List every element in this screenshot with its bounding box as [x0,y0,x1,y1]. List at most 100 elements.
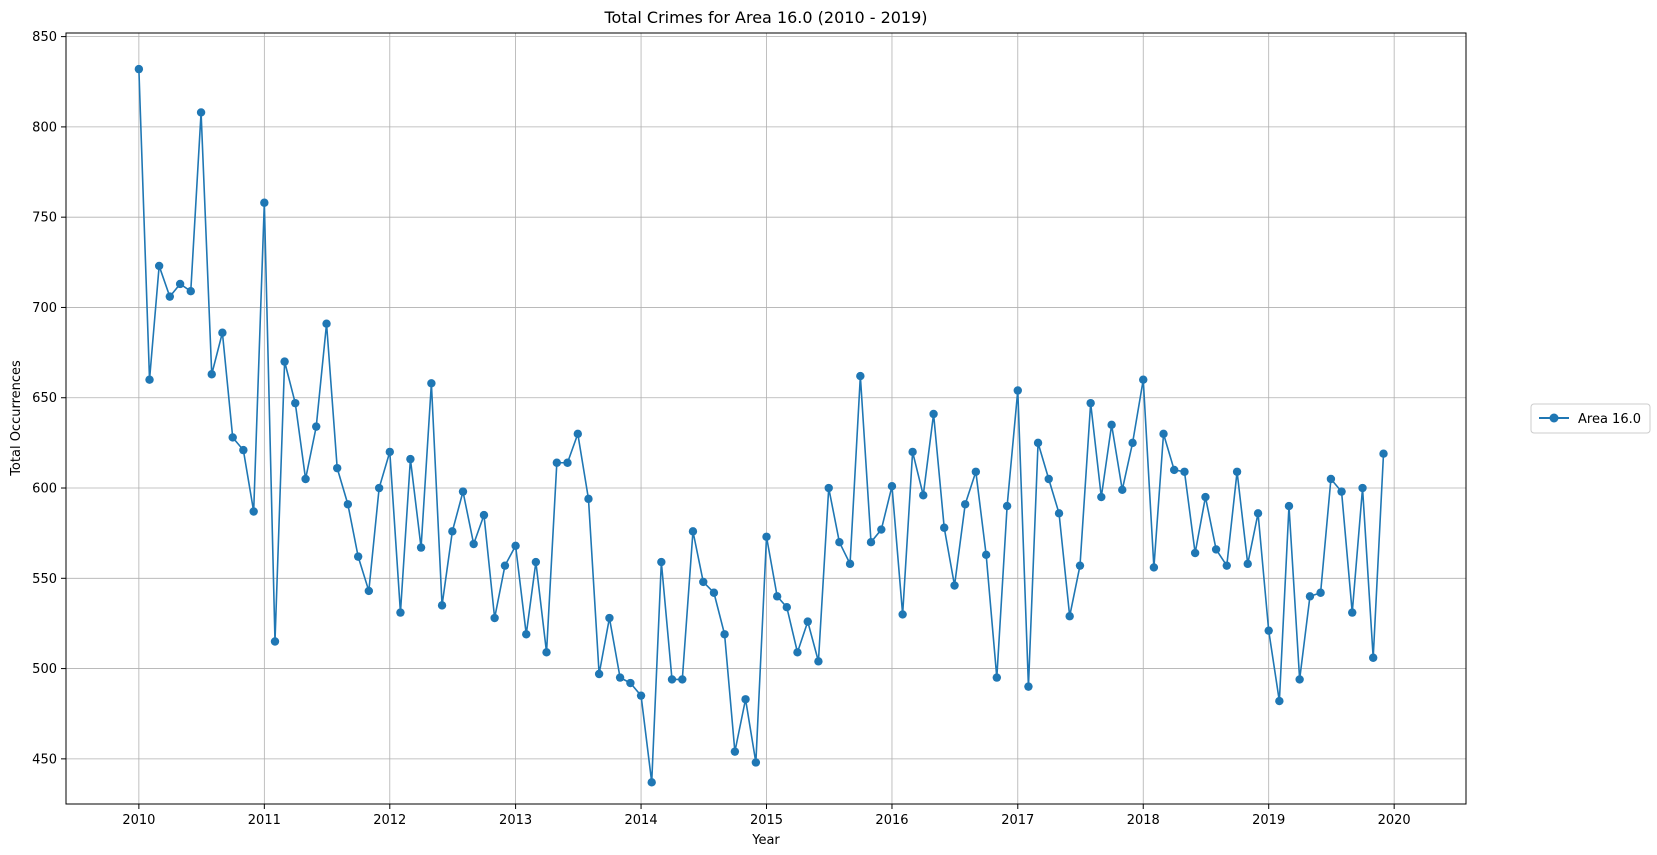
data-point [500,561,510,570]
data-point [165,292,175,301]
data-point [396,608,405,617]
data-point [845,559,855,569]
data-point [427,379,436,388]
data-point [898,610,907,619]
data-point [175,279,185,289]
data-point [1075,561,1085,570]
data-point [866,537,876,547]
x-axis-title: Year [751,833,780,848]
data-point [908,447,917,457]
y-tick-label: 750 [32,211,57,226]
data-point [1337,487,1346,496]
data-point [1326,474,1336,484]
data-point [605,613,614,623]
data-point [333,463,342,473]
data-point [835,537,844,547]
data-point [239,445,248,455]
data-point [312,422,321,431]
data-point [678,675,687,684]
data-point [814,657,823,666]
data-point [343,500,353,509]
data-point [626,678,635,688]
data-point [960,500,970,509]
data-point [1243,559,1252,569]
data-point [992,673,1002,682]
data-point [741,695,750,704]
y-tick-label: 800 [32,120,57,135]
data-point [1316,588,1325,597]
y-tick-label: 600 [32,482,57,497]
legend-box [1530,403,1651,434]
data-point [385,447,394,457]
data-point [145,375,154,384]
data-point [1211,545,1221,554]
data-point [919,491,928,500]
data-point [1379,449,1388,458]
data-point [1222,561,1231,570]
data-point [1054,509,1064,518]
x-tick-label: 2014 [625,813,658,828]
x-tick-label: 2020 [1378,813,1411,828]
y-tick-label: 450 [32,752,57,767]
data-point [1264,626,1273,635]
data-point [1295,675,1304,684]
x-tick-label: 2012 [373,813,406,828]
x-tick-label: 2017 [1001,813,1034,828]
data-point [322,319,331,328]
legend-label: Area 16.0 [1578,412,1641,427]
data-point [1002,501,1012,511]
data-point [803,617,812,626]
data-point [542,648,551,657]
data-point [270,637,280,646]
data-point [1107,420,1116,430]
data-point [1149,563,1159,572]
data-point [573,429,583,439]
data-point [511,541,520,550]
series-line [138,69,1385,784]
data-point [1190,548,1200,558]
data-point [782,602,791,612]
data-point [1139,375,1148,384]
chart-title: Total Crimes for Area 16.0 (2010 - 2019) [603,8,927,27]
data-point [594,669,604,679]
data-point [154,261,164,271]
data-point [416,543,426,552]
data-point [280,357,289,366]
data-point [1348,608,1357,617]
data-point [249,507,258,516]
data-point [531,557,541,567]
data-point [552,458,562,467]
data-point [522,630,531,639]
legend-marker [1549,413,1559,423]
data-point [950,581,959,590]
x-tick-label: 2016 [875,813,908,828]
data-point [458,487,468,496]
data-point [1024,682,1033,691]
data-point [720,630,729,639]
data-point [751,758,761,767]
data-point [1128,438,1137,448]
data-point [563,458,572,467]
data-point [437,601,447,610]
data-point [940,523,949,532]
data-point [657,557,666,567]
data-point [584,494,593,504]
data-point [207,370,216,379]
data-point [490,613,499,623]
data-point [1201,492,1210,502]
data-point [353,552,363,561]
y-tick-label: 650 [32,391,57,406]
data-point [469,539,478,549]
y-tick-label: 550 [32,572,57,587]
data-point [615,673,625,682]
data-point [856,371,865,381]
axes-ticks: 2010 2011 2012 2013 2014 2015 2016 2017 2018 2019… [32,30,1411,828]
data-point [1097,492,1106,502]
data-point [647,778,656,787]
data-point [1358,483,1367,493]
data-point [929,409,938,419]
data-point [887,482,897,491]
data-point [1033,438,1043,448]
data-point [374,483,384,493]
data-point [260,198,269,207]
